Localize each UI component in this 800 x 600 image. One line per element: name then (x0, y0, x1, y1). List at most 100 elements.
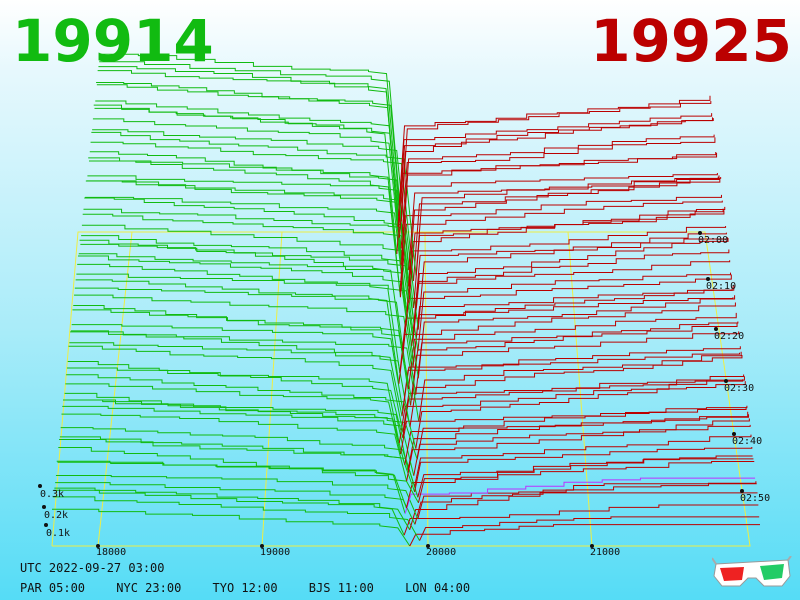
bid-depth-line (53, 489, 405, 536)
ask-depth-line (414, 447, 753, 493)
bid-depth-line (65, 383, 402, 455)
time-tick-label: 02:20 (714, 331, 744, 342)
ask-depth-line (399, 200, 723, 298)
bid-depth-line (68, 345, 404, 433)
bid-price: 19914 (12, 7, 214, 75)
ask-depth-line (401, 152, 718, 260)
x-tick-label: 18000 (96, 547, 126, 558)
bid-depth-line (80, 243, 419, 352)
time-tick-marker (706, 277, 710, 281)
bid-depth-line (62, 405, 415, 476)
ask-depth-line (417, 236, 728, 330)
x-tick-label: 19000 (260, 547, 290, 558)
ask-depth-line (398, 117, 713, 233)
ask-depth-line (417, 272, 731, 352)
grid-line-x (424, 231, 429, 547)
bid-depth-line (70, 331, 420, 422)
bid-depth-line (79, 239, 404, 357)
bid-depth-line (86, 180, 415, 309)
ask-depth-line (417, 481, 757, 520)
bid-depth-line (60, 427, 416, 487)
bid-depth-line (54, 487, 411, 531)
time-tick-label: 02:30 (724, 383, 754, 394)
bid-depth-line (74, 294, 417, 395)
ask-depth-line (411, 260, 731, 346)
bid-depth-line (73, 304, 413, 401)
ask-depth-line (409, 492, 758, 530)
ask-depth-line (404, 477, 756, 514)
z-tick-label: 0.3k (40, 489, 64, 500)
timezone-par: PAR 05:00 (20, 581, 86, 595)
ask-depth-line (402, 274, 732, 357)
ask-depth-line (416, 405, 748, 460)
time-tick-label: 02:50 (740, 493, 770, 504)
bid-depth-line (67, 361, 404, 438)
bid-depth-line (92, 118, 402, 265)
ask-depth-line (401, 346, 741, 417)
timezone-tyo: TYO 12:00 (212, 581, 278, 595)
ask-depth-line (411, 321, 739, 400)
bid-depth-line (88, 160, 401, 292)
z-tick-marker (42, 505, 46, 509)
ask-depth-line (400, 137, 716, 249)
ask-depth-line (400, 407, 747, 455)
timezone-nyc: NYC 23:00 (116, 581, 182, 595)
time-tick-label: 02:40 (732, 436, 762, 447)
time-tick-label: 02:10 (706, 281, 736, 292)
bid-depth-line (52, 508, 411, 547)
x-tick-marker (260, 544, 264, 548)
ask-depth-line (417, 458, 754, 503)
bid-depth-line (74, 287, 409, 390)
ask-depth-line (419, 516, 760, 541)
time-tick-marker (714, 327, 718, 331)
time-tick-marker (732, 432, 736, 436)
bid-depth-line (71, 324, 404, 411)
bid-depth-line (90, 141, 414, 281)
bid-depth-line (84, 197, 415, 325)
timezone-lon: LON 04:00 (405, 581, 471, 595)
ask-depth-line (397, 113, 713, 227)
bid-depth-line (75, 279, 400, 384)
bid-depth-line (55, 475, 419, 520)
time-tick-marker (724, 379, 728, 383)
axis-labels: 18000 19000 20000 21000 02:00 02:10 02:20 02:30… (38, 231, 770, 558)
bid-depth-line (100, 53, 400, 217)
ask-depth-line (400, 172, 718, 265)
bid-depth-line (96, 84, 400, 238)
bid-depth-line (91, 131, 417, 276)
ask-depth-line (412, 297, 734, 368)
ask-depth-line (415, 381, 746, 449)
bid-depth-line (95, 100, 402, 249)
bid-depth-line (92, 129, 410, 271)
z-tick-marker (38, 484, 42, 488)
bid-depth-line (69, 342, 411, 428)
ask-depth-line (409, 524, 760, 547)
bid-depth-line (52, 496, 421, 541)
bid-depth-line (81, 224, 414, 341)
ask-depth-line (417, 295, 736, 379)
z-tick-label: 0.2k (44, 510, 68, 521)
time-tick-marker (698, 231, 702, 235)
ask-depth-line (409, 355, 743, 428)
bid-depth-line (99, 61, 402, 222)
bid-depth-line (66, 367, 400, 444)
bid-depth-line (78, 253, 415, 363)
ask-depth-line (414, 434, 752, 487)
bid-depth-line (81, 235, 413, 346)
bid-depth-line (85, 180, 408, 314)
3d-glasses-icon[interactable] (712, 556, 792, 592)
bid-depth-line (66, 374, 417, 449)
x-tick-marker (590, 544, 594, 548)
grid-line-x (97, 231, 133, 547)
ask-depth-line (414, 483, 757, 525)
bid-depth-line (56, 460, 406, 514)
grid-line-x (567, 231, 593, 547)
ask-depth-line (406, 424, 751, 482)
bid-depth-line (58, 447, 419, 503)
ask-depth-line (407, 312, 737, 390)
bid-depth-line (85, 196, 407, 319)
bid-depth-line (55, 482, 416, 525)
x-tick-label: 21000 (590, 547, 620, 558)
bid-depth-line (82, 213, 414, 336)
